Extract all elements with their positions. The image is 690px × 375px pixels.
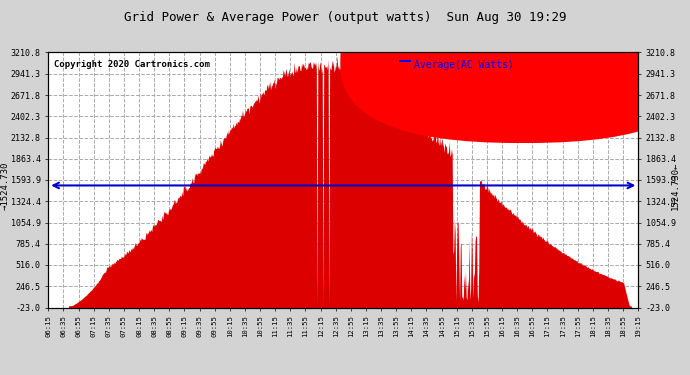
Text: Copyright 2020 Cartronics.com: Copyright 2020 Cartronics.com bbox=[55, 60, 210, 69]
Text: Grid Power & Average Power (output watts)  Sun Aug 30 19:29: Grid Power & Average Power (output watts… bbox=[124, 11, 566, 24]
Text: 1524.730←: 1524.730← bbox=[671, 161, 680, 210]
FancyBboxPatch shape bbox=[340, 0, 690, 143]
Text: Average(AC Watts): Average(AC Watts) bbox=[414, 60, 514, 70]
Text: Grid(AC Watts): Grid(AC Watts) bbox=[532, 60, 614, 70]
Text: →1524.730: →1524.730 bbox=[1, 161, 10, 210]
